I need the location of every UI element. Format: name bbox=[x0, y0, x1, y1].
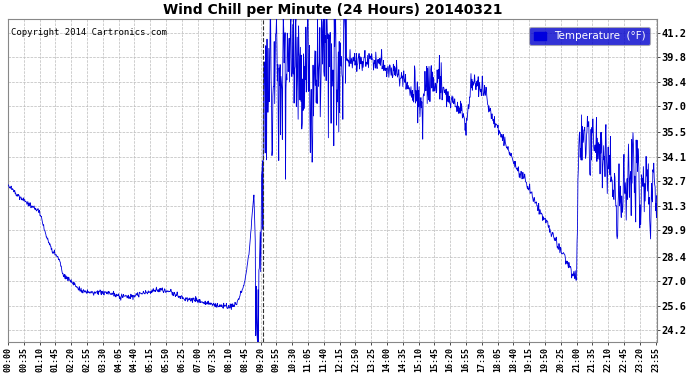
Title: Wind Chill per Minute (24 Hours) 20140321: Wind Chill per Minute (24 Hours) 2014032… bbox=[163, 3, 502, 18]
Text: Copyright 2014 Cartronics.com: Copyright 2014 Cartronics.com bbox=[11, 28, 167, 38]
Legend: Temperature  (°F): Temperature (°F) bbox=[529, 27, 650, 45]
